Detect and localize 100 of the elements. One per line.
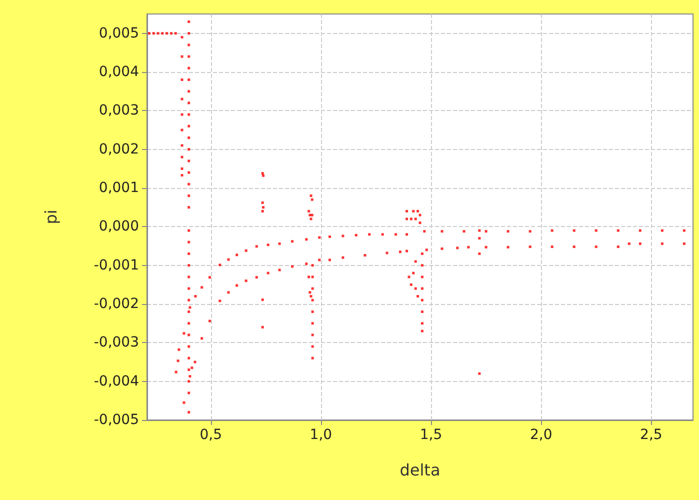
point [261,210,264,212]
point [218,300,222,302]
point [398,250,402,254]
point [305,238,308,241]
point [368,233,371,236]
point [266,244,270,246]
point [188,310,190,313]
point [194,360,196,364]
point [410,283,412,286]
point [190,366,194,370]
point [278,242,281,245]
point [420,252,424,255]
point [328,235,331,238]
point [616,246,620,248]
point [308,210,310,212]
point [311,334,314,336]
point [660,229,664,232]
point [180,36,184,38]
point [180,167,184,170]
point [174,370,178,374]
point [178,348,180,351]
point [408,276,410,278]
point [188,136,190,139]
point [416,210,420,212]
point [180,113,184,116]
point [180,98,184,100]
point [182,401,186,404]
point [682,242,686,245]
point [594,229,598,232]
point [308,276,310,278]
point [406,233,408,236]
y-axis-title: pi [42,210,60,224]
point [208,320,211,322]
point [412,272,415,274]
point [188,55,190,58]
point [381,233,384,236]
point [161,32,164,35]
point [180,144,184,147]
point [244,280,248,282]
x-tick-label: 2,0 [530,427,552,443]
point [261,326,264,328]
point [188,356,190,360]
point [616,229,620,232]
point [506,246,510,248]
point [478,252,481,255]
point [478,237,481,240]
point [425,248,428,252]
point [412,210,415,212]
point [194,295,197,298]
point [364,254,366,257]
point [414,218,417,220]
point [188,102,190,104]
point [484,230,488,233]
point [180,174,184,176]
point [218,264,222,266]
point [188,298,190,302]
point [236,284,238,287]
point [638,229,642,232]
point [188,78,190,81]
point [261,298,264,301]
point [188,44,190,46]
point [255,276,258,279]
point [255,245,258,248]
point [227,258,230,261]
point [310,194,312,197]
point [266,272,270,274]
point [166,32,168,35]
point [261,201,264,204]
point [572,246,576,248]
point [188,345,190,348]
point [170,32,172,35]
point [418,214,422,216]
point [188,375,192,378]
y-tick-label: -0,005 [94,412,139,428]
point [311,287,314,290]
point [318,236,321,239]
point [420,264,424,267]
point [188,252,190,255]
point [188,380,190,383]
point [420,276,424,278]
point [308,291,312,294]
point [188,240,190,244]
point [311,276,314,278]
point [342,256,344,259]
point [420,287,424,290]
point [418,222,422,224]
y-tick-label: 0,003 [98,102,139,119]
point [456,246,459,250]
point [420,330,424,332]
point [188,160,190,162]
point [354,234,358,236]
point [188,194,190,197]
point [328,258,331,262]
point [182,332,186,335]
point [682,229,686,232]
point [262,206,264,209]
y-tick-label: -0,003 [94,334,139,351]
point [152,32,155,35]
point [406,218,408,220]
point [311,264,314,267]
